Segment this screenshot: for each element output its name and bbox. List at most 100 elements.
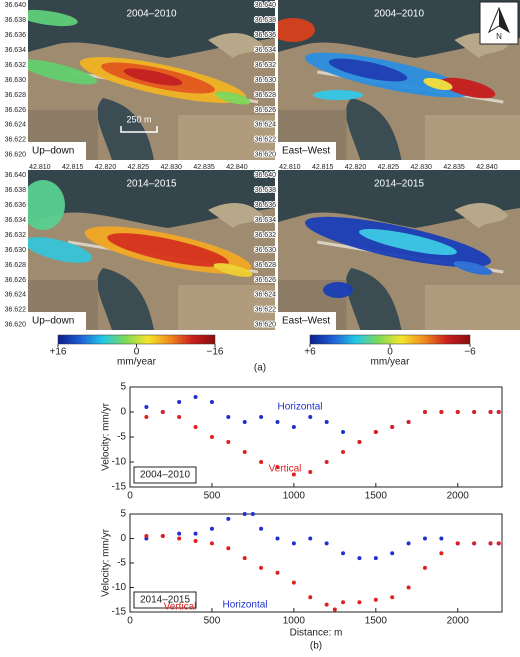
caption-a: (a) xyxy=(254,363,266,374)
data-point xyxy=(357,556,362,561)
lat-tick-label: 36.626 xyxy=(5,107,27,114)
lon-tick-label: 42.810 xyxy=(29,164,51,171)
lat-tick-label: 36.624 xyxy=(255,122,277,129)
lat-tick-label: 36.638 xyxy=(255,17,277,24)
lat-tick-label: 36.632 xyxy=(5,62,27,69)
x-tick-label: 500 xyxy=(204,616,221,627)
data-point xyxy=(144,534,149,539)
period-label: 2004–2010 xyxy=(374,9,424,20)
lat-tick-label: 36.628 xyxy=(5,92,27,99)
data-point xyxy=(242,420,247,424)
lon-tick-label: 42.840 xyxy=(476,164,498,171)
y-tick-label: -5 xyxy=(117,432,126,443)
data-point xyxy=(373,430,378,434)
lat-tick-label: 36.626 xyxy=(5,277,27,284)
data-point xyxy=(357,440,362,444)
colorbar-tick-label: 0 xyxy=(387,347,393,358)
data-point xyxy=(406,541,411,546)
data-point xyxy=(259,460,264,464)
data-point xyxy=(193,425,198,429)
lat-tick-label: 36.638 xyxy=(5,17,27,24)
lat-tick-label: 36.630 xyxy=(5,247,27,254)
x-tick-label: 1500 xyxy=(365,491,388,502)
data-point xyxy=(250,512,255,516)
north-label: N xyxy=(496,32,502,41)
component-box xyxy=(278,312,336,330)
x-tick-label: 0 xyxy=(127,616,133,627)
data-point xyxy=(496,541,501,546)
data-point xyxy=(160,410,165,414)
data-point xyxy=(373,556,378,561)
data-point xyxy=(390,595,395,600)
data-point xyxy=(373,597,378,602)
colorbar-tick-label: −16 xyxy=(207,347,224,358)
y-axis-label: Velocity: mm/yr xyxy=(101,402,112,470)
period-label: 2004–2010 xyxy=(140,470,190,481)
lon-tick-label: 42.840 xyxy=(226,164,248,171)
data-point xyxy=(390,551,395,556)
component-box xyxy=(278,142,336,160)
data-point xyxy=(357,600,362,605)
x-tick-label: 1000 xyxy=(283,491,306,502)
colorbar-tick-label: +16 xyxy=(50,347,67,358)
data-point xyxy=(422,536,427,541)
colorbar-tick-label: 0 xyxy=(134,347,140,358)
lat-tick-label: 36.630 xyxy=(255,77,277,84)
data-point xyxy=(259,565,264,570)
data-point xyxy=(341,551,346,556)
data-point xyxy=(308,470,313,474)
data-point xyxy=(472,541,477,546)
component-label: East–West xyxy=(282,146,330,157)
colorbar-unit: mm/year xyxy=(371,357,411,368)
data-point xyxy=(439,410,444,414)
data-point xyxy=(226,516,231,521)
data-point xyxy=(226,546,231,551)
x-tick-label: 0 xyxy=(127,491,133,502)
data-point xyxy=(308,415,313,419)
data-point xyxy=(209,400,214,404)
data-point xyxy=(275,465,280,469)
series-label: Vertical xyxy=(269,464,302,475)
lon-tick-label: 42.820 xyxy=(95,164,117,171)
period-label: 2014–2015 xyxy=(140,595,190,606)
lat-tick-label: 36.620 xyxy=(5,152,27,159)
data-point xyxy=(455,410,460,414)
lon-tick-label: 42.825 xyxy=(378,164,400,171)
lon-tick-label: 42.825 xyxy=(128,164,150,171)
data-point xyxy=(160,534,165,539)
data-point xyxy=(390,425,395,429)
lat-tick-label: 36.640 xyxy=(5,172,27,179)
data-point xyxy=(275,570,280,575)
lon-tick-label: 42.810 xyxy=(279,164,301,171)
lat-tick-label: 36.638 xyxy=(5,187,27,194)
data-point xyxy=(341,450,346,454)
y-tick-label: 5 xyxy=(120,509,126,520)
y-tick-label: -10 xyxy=(112,582,127,593)
data-point xyxy=(177,415,182,419)
data-point xyxy=(177,536,182,541)
x-tick-label: 2000 xyxy=(447,491,470,502)
lat-tick-label: 36.620 xyxy=(255,152,277,159)
data-point xyxy=(308,595,313,600)
data-point xyxy=(242,556,247,561)
lat-tick-label: 36.622 xyxy=(5,137,27,144)
x-axis-label: Distance: m xyxy=(290,628,343,639)
lat-tick-label: 36.640 xyxy=(255,172,277,179)
y-axis-label: Velocity: mm/yr xyxy=(101,528,112,596)
data-point xyxy=(209,435,214,439)
lat-tick-label: 36.628 xyxy=(255,262,277,269)
lat-tick-label: 36.622 xyxy=(5,307,27,314)
data-point xyxy=(422,410,427,414)
data-point xyxy=(406,420,411,424)
data-point xyxy=(144,415,149,419)
component-box xyxy=(28,312,86,330)
data-point xyxy=(324,460,329,464)
data-point xyxy=(341,430,346,434)
lon-tick-label: 42.830 xyxy=(160,164,182,171)
lat-tick-label: 36.636 xyxy=(5,32,27,39)
lat-tick-label: 36.624 xyxy=(5,292,27,299)
x-tick-label: 1000 xyxy=(283,616,306,627)
lon-tick-label: 42.835 xyxy=(193,164,215,171)
lon-tick-label: 42.815 xyxy=(312,164,334,171)
